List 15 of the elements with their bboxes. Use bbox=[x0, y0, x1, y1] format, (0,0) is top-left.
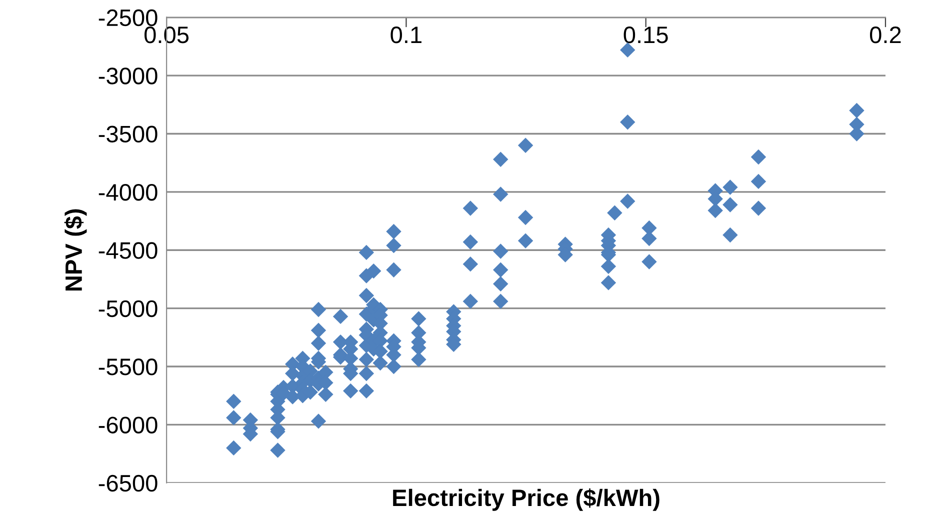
y-tick-label: -2500 bbox=[98, 9, 158, 26]
y-tick-label: -5500 bbox=[98, 358, 158, 376]
y-tick-label: -3000 bbox=[98, 68, 158, 84]
y-tick-label: -3500 bbox=[98, 126, 158, 143]
x-tick-label: 0.05 bbox=[144, 26, 189, 44]
x-tick-label: 0.15 bbox=[624, 26, 668, 44]
x-tick-label: 0.2 bbox=[870, 26, 901, 44]
y-tick-label: -6500 bbox=[98, 474, 158, 492]
y-tick-label: -5000 bbox=[98, 300, 158, 318]
x-axis-title: Electricity Price ($/kWh) bbox=[393, 488, 660, 511]
y-tick-label: -4500 bbox=[98, 242, 158, 259]
y-tick-label: -4000 bbox=[98, 184, 158, 201]
x-tick-label: 0.1 bbox=[390, 26, 422, 44]
y-axis-title: NPV ($) bbox=[64, 209, 87, 291]
y-tick-label: -6000 bbox=[98, 416, 158, 434]
